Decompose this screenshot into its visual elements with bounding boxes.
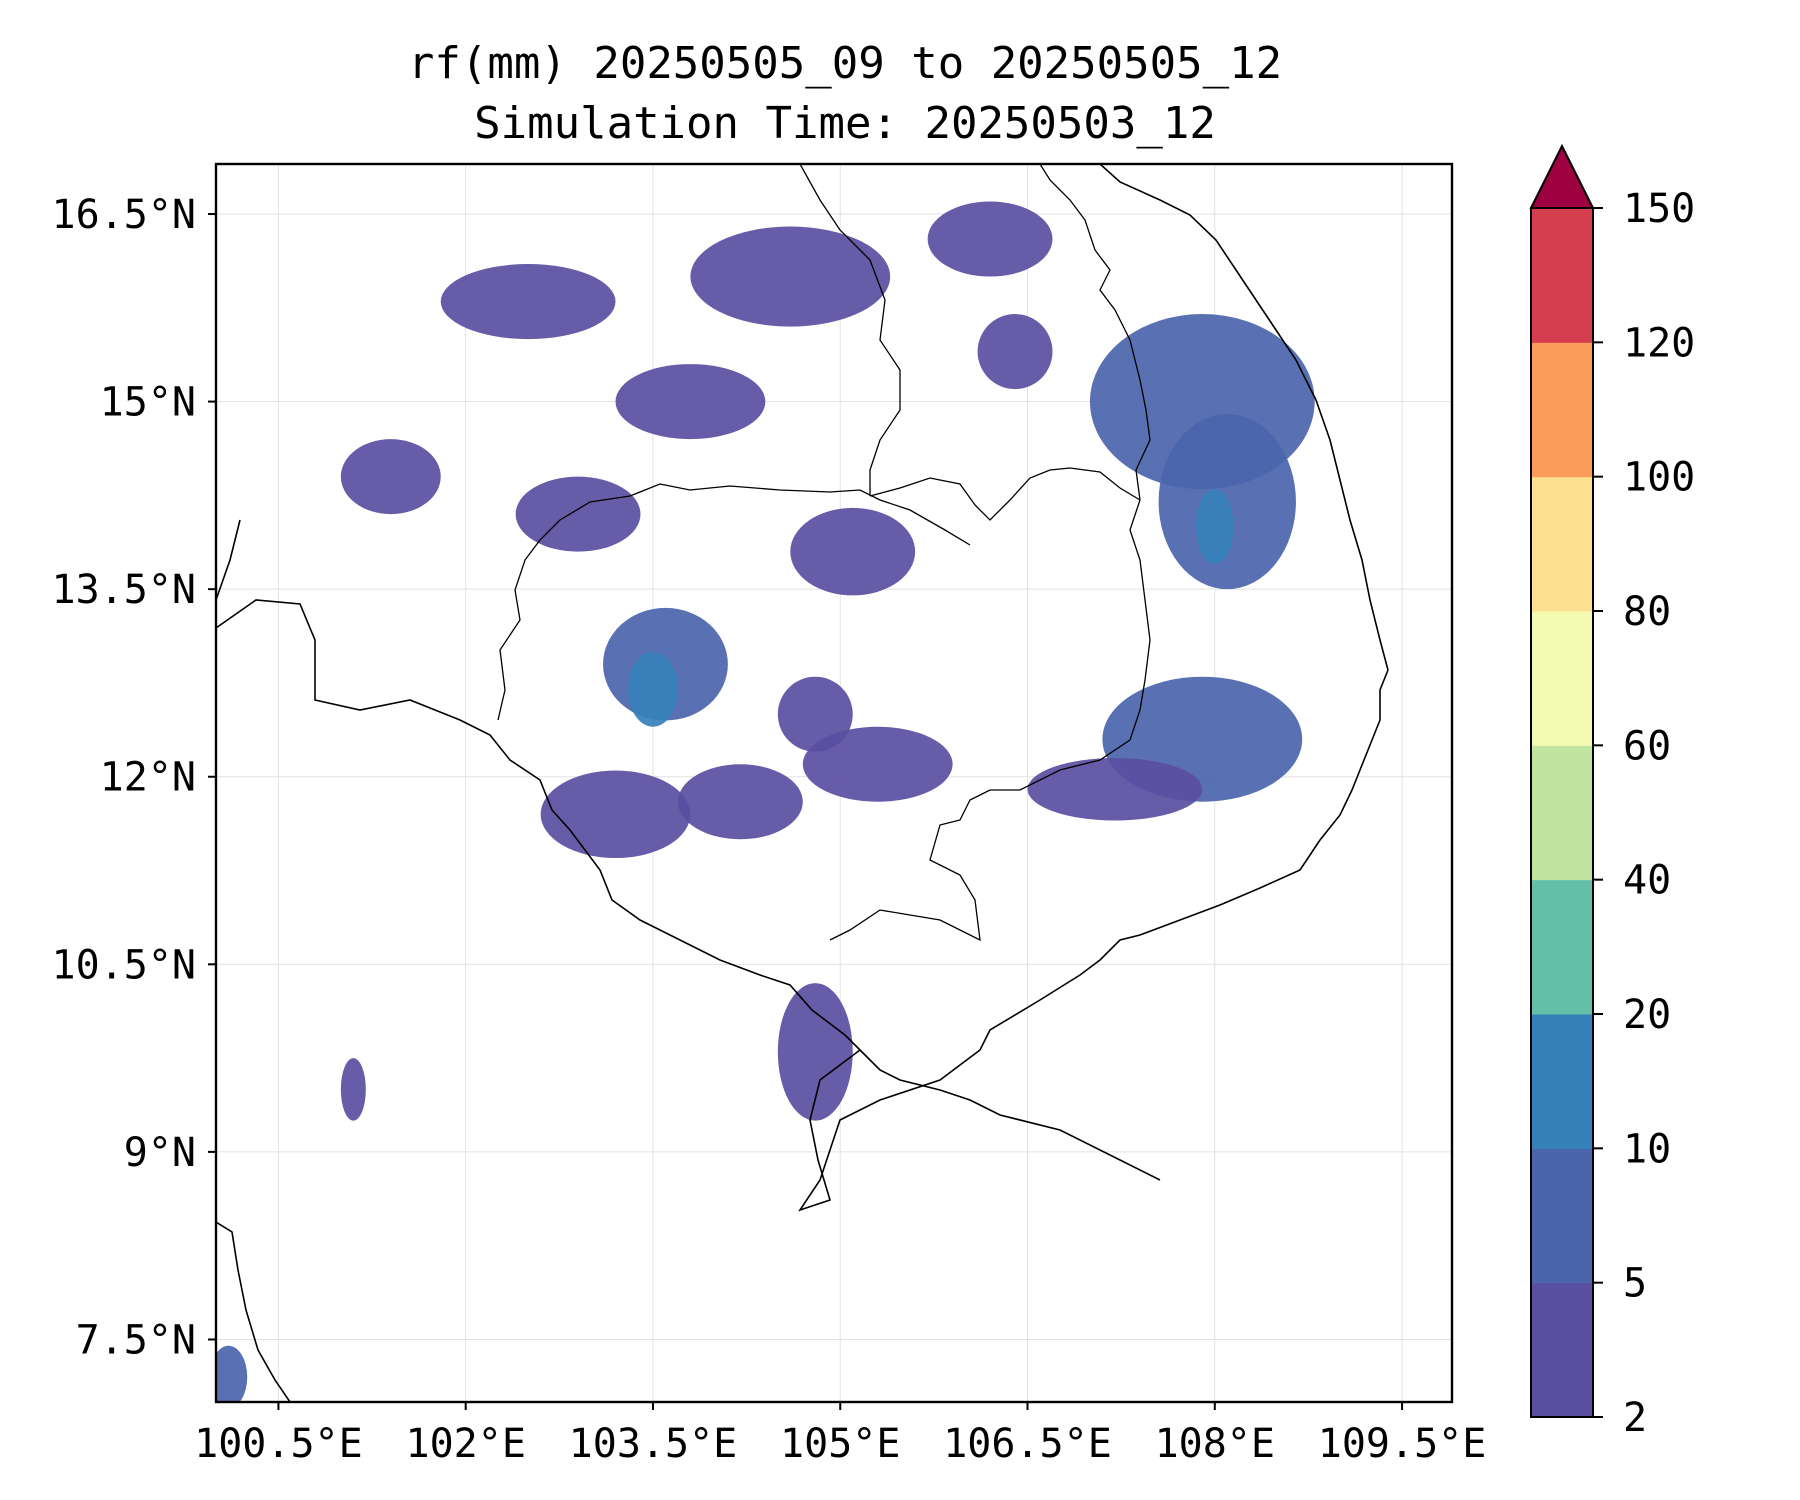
rainfall-patch	[540, 770, 691, 859]
rainfall-patch	[515, 476, 641, 552]
border-cambodia-vietnam	[829, 499, 1151, 942]
border-thailand-laos	[799, 164, 901, 496]
colorbar-frame	[1530, 207, 1594, 1418]
rainfall-patch	[802, 726, 953, 802]
rainfall-patch	[690, 226, 891, 327]
coastline-mekong-delta	[798, 669, 1389, 1212]
rainfall-layer	[216, 201, 1315, 1402]
border-thailand-cambodia	[497, 483, 971, 721]
colorbar-tick-label: 120	[1623, 320, 1695, 366]
rainfall-patch	[340, 439, 441, 515]
border-laos-vietnam	[1039, 164, 1151, 501]
colorbar: 2 5 10 20 40 60 80 100 120 150	[1529, 143, 1695, 1441]
country-borders	[497, 164, 1151, 942]
coastlines	[216, 164, 1389, 1402]
rainfall-patch	[628, 651, 678, 727]
rainfall-patch	[440, 264, 616, 340]
x-tick-label: 102°E	[405, 1421, 525, 1467]
colorbar-extend-arrow	[1529, 143, 1595, 209]
rainfall-patch	[927, 201, 1053, 277]
rainfall-patch	[790, 507, 916, 596]
colorbar-swatch	[1531, 1148, 1593, 1284]
colorbar-swatch	[1531, 476, 1593, 612]
rainfall-patch	[1196, 489, 1234, 565]
x-tick-label: 100.5°E	[194, 1421, 363, 1467]
title-line-1: rf(mm) 20250505_09 to 20250505_12	[407, 38, 1283, 89]
colorbar-tick-label: 80	[1623, 589, 1671, 635]
y-tick-label: 15°N	[100, 380, 196, 426]
x-tick-label: 108°E	[1155, 1421, 1275, 1467]
colorbar-tick-label: 20	[1623, 992, 1671, 1038]
colorbar-tick-label: 150	[1623, 186, 1695, 232]
rainfall-patch	[777, 983, 853, 1121]
colorbar-swatch	[1531, 1014, 1593, 1149]
y-tick-label: 10.5°N	[52, 942, 197, 988]
colorbar-tick-label: 5	[1623, 1261, 1647, 1307]
y-tick-label: 7.5°N	[76, 1317, 196, 1363]
border-laos-cambodia	[869, 467, 1141, 521]
colorbar-tick-label: 40	[1623, 858, 1671, 904]
colorbar-swatch	[1531, 611, 1593, 746]
colorbar-tick-label: 100	[1623, 455, 1695, 501]
coastline-vietnam-east	[1099, 164, 1389, 671]
y-tick-label: 16.5°N	[52, 192, 197, 238]
rainfall-patch	[777, 676, 853, 752]
coastline-west-malay	[216, 519, 241, 601]
x-tick-label: 109.5°E	[1318, 1421, 1487, 1467]
x-tick-label: 106.5°E	[943, 1421, 1112, 1467]
y-tick-label: 12°N	[100, 755, 196, 801]
title-line-2: Simulation Time: 20250503_12	[474, 98, 1216, 149]
y-tick-label: 13.5°N	[52, 567, 197, 613]
rainfall-patch	[216, 1345, 248, 1402]
rainfall-patch	[1027, 757, 1203, 821]
colorbar-swatch	[1531, 745, 1593, 881]
x-tick-label: 103.5°E	[569, 1421, 738, 1467]
map-area: 100.5°E 102°E 103.5°E 105°E 106.5°E 108°E 109.…	[52, 162, 1486, 1467]
coastline-south-peninsula	[216, 1221, 291, 1402]
y-axis-ticks: 16.5°N 15°N 13.5°N 12°N 10.5°N 9°N 7.5°N	[52, 192, 216, 1363]
y-tick-label: 9°N	[124, 1130, 196, 1176]
x-tick-label: 105°E	[780, 1421, 900, 1467]
rainfall-patch	[977, 314, 1053, 390]
colorbar-swatch	[1531, 342, 1593, 478]
rainfall-patch	[615, 364, 766, 440]
colorbar-swatch	[1531, 879, 1593, 1015]
colorbar-swatch	[1531, 208, 1593, 343]
map-frame	[214, 162, 1454, 1404]
coastline-gulf-of-thailand	[216, 599, 1161, 1181]
x-axis-ticks: 100.5°E 102°E 103.5°E 105°E 106.5°E 108°E 109.…	[194, 1402, 1486, 1467]
rainfall-patch	[340, 1058, 366, 1121]
colorbar-tick-label: 2	[1623, 1395, 1647, 1441]
colorbar-tick-label: 10	[1623, 1126, 1671, 1172]
colorbar-swatch	[1531, 1282, 1593, 1418]
rainfall-patch	[677, 764, 803, 840]
colorbar-tick-label: 60	[1623, 723, 1671, 769]
